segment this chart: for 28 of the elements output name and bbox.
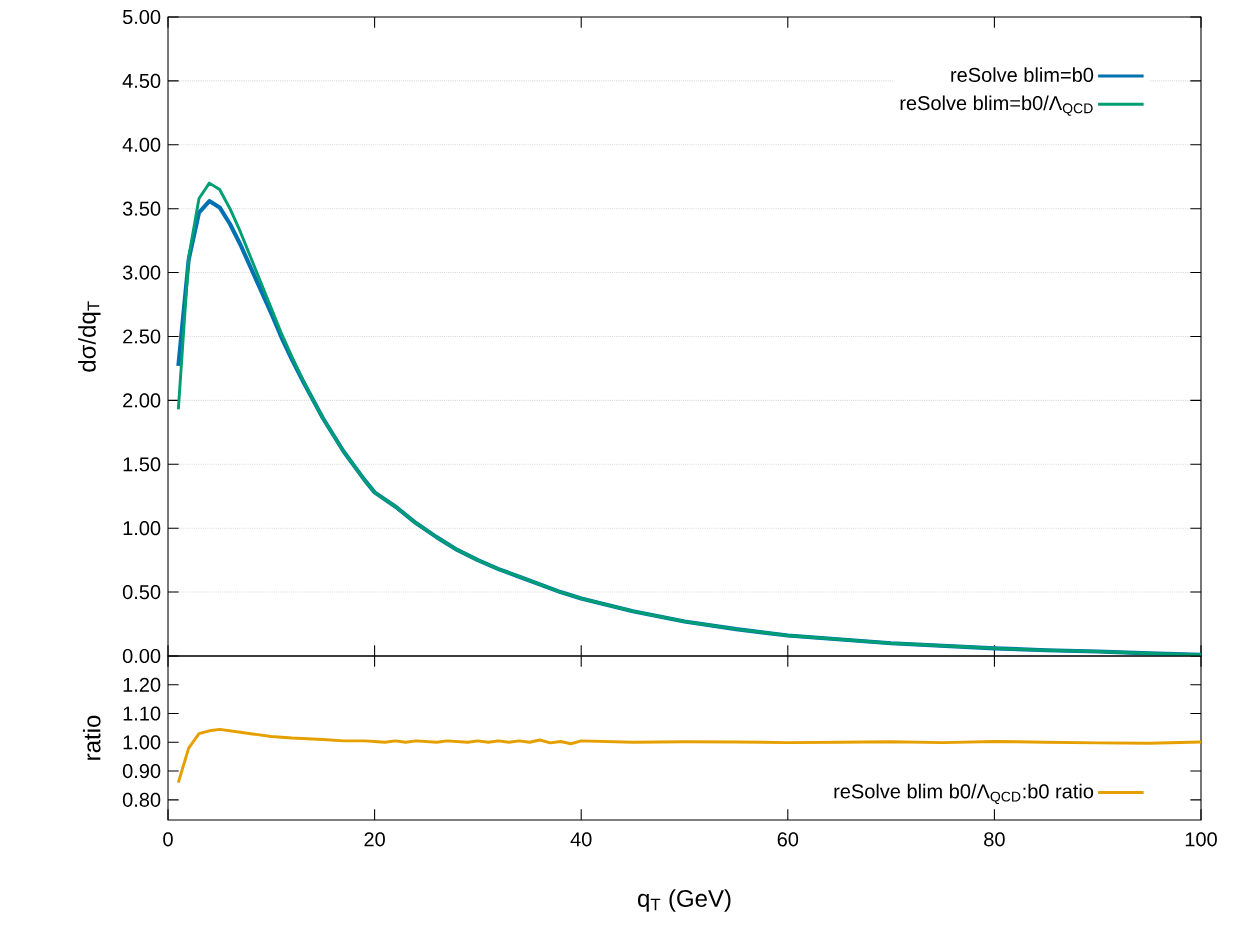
y-tick-label: 0.90 xyxy=(122,763,161,779)
y-tick-label: 3.50 xyxy=(122,201,161,216)
x-tick-label: 0 xyxy=(163,832,173,847)
y-tick-label: 1.00 xyxy=(123,521,161,536)
x-tick-label: 60 xyxy=(777,832,799,847)
x-tick-label: 100 xyxy=(1185,832,1217,847)
y-tick-label: 0.50 xyxy=(122,585,161,600)
x-tick-label: 40 xyxy=(570,832,592,847)
y-tick-label: 1.00 xyxy=(123,735,161,750)
x-tick-label: 80 xyxy=(984,832,1005,847)
y-tick-label: 3.00 xyxy=(122,265,161,280)
y-tick-label: 1.20 xyxy=(123,677,161,692)
y-tick-label: 2.50 xyxy=(123,329,161,344)
y-tick-label: 4.00 xyxy=(122,137,161,152)
x-tick-label: 20 xyxy=(364,832,385,847)
x-axis-title: q$_{T}$ (GeV) xyxy=(638,889,731,912)
y-tick-label: 5.00 xyxy=(122,9,161,25)
y-tick-label: 4.50 xyxy=(122,73,161,88)
y-axis-title: dσ/dq$_{T}$ xyxy=(78,301,101,372)
y-tick-label: 0.00 xyxy=(122,648,161,664)
y-tick-label: 0.80 xyxy=(122,792,161,807)
y-tick-label: 1.50 xyxy=(123,457,161,472)
legend-label: reSolve blim b0/Λ$_{QCD}$:b0 ratio xyxy=(834,783,1094,805)
y-tick-label: 2.00 xyxy=(123,393,161,408)
y-axis-title: ratio xyxy=(82,715,101,760)
legend-label: reSolve blim=b0/Λ$_{QCD}$ xyxy=(900,95,1093,116)
y-tick-label: 1.10 xyxy=(123,706,161,721)
legend-label: reSolve blim=b0 xyxy=(951,67,1094,82)
